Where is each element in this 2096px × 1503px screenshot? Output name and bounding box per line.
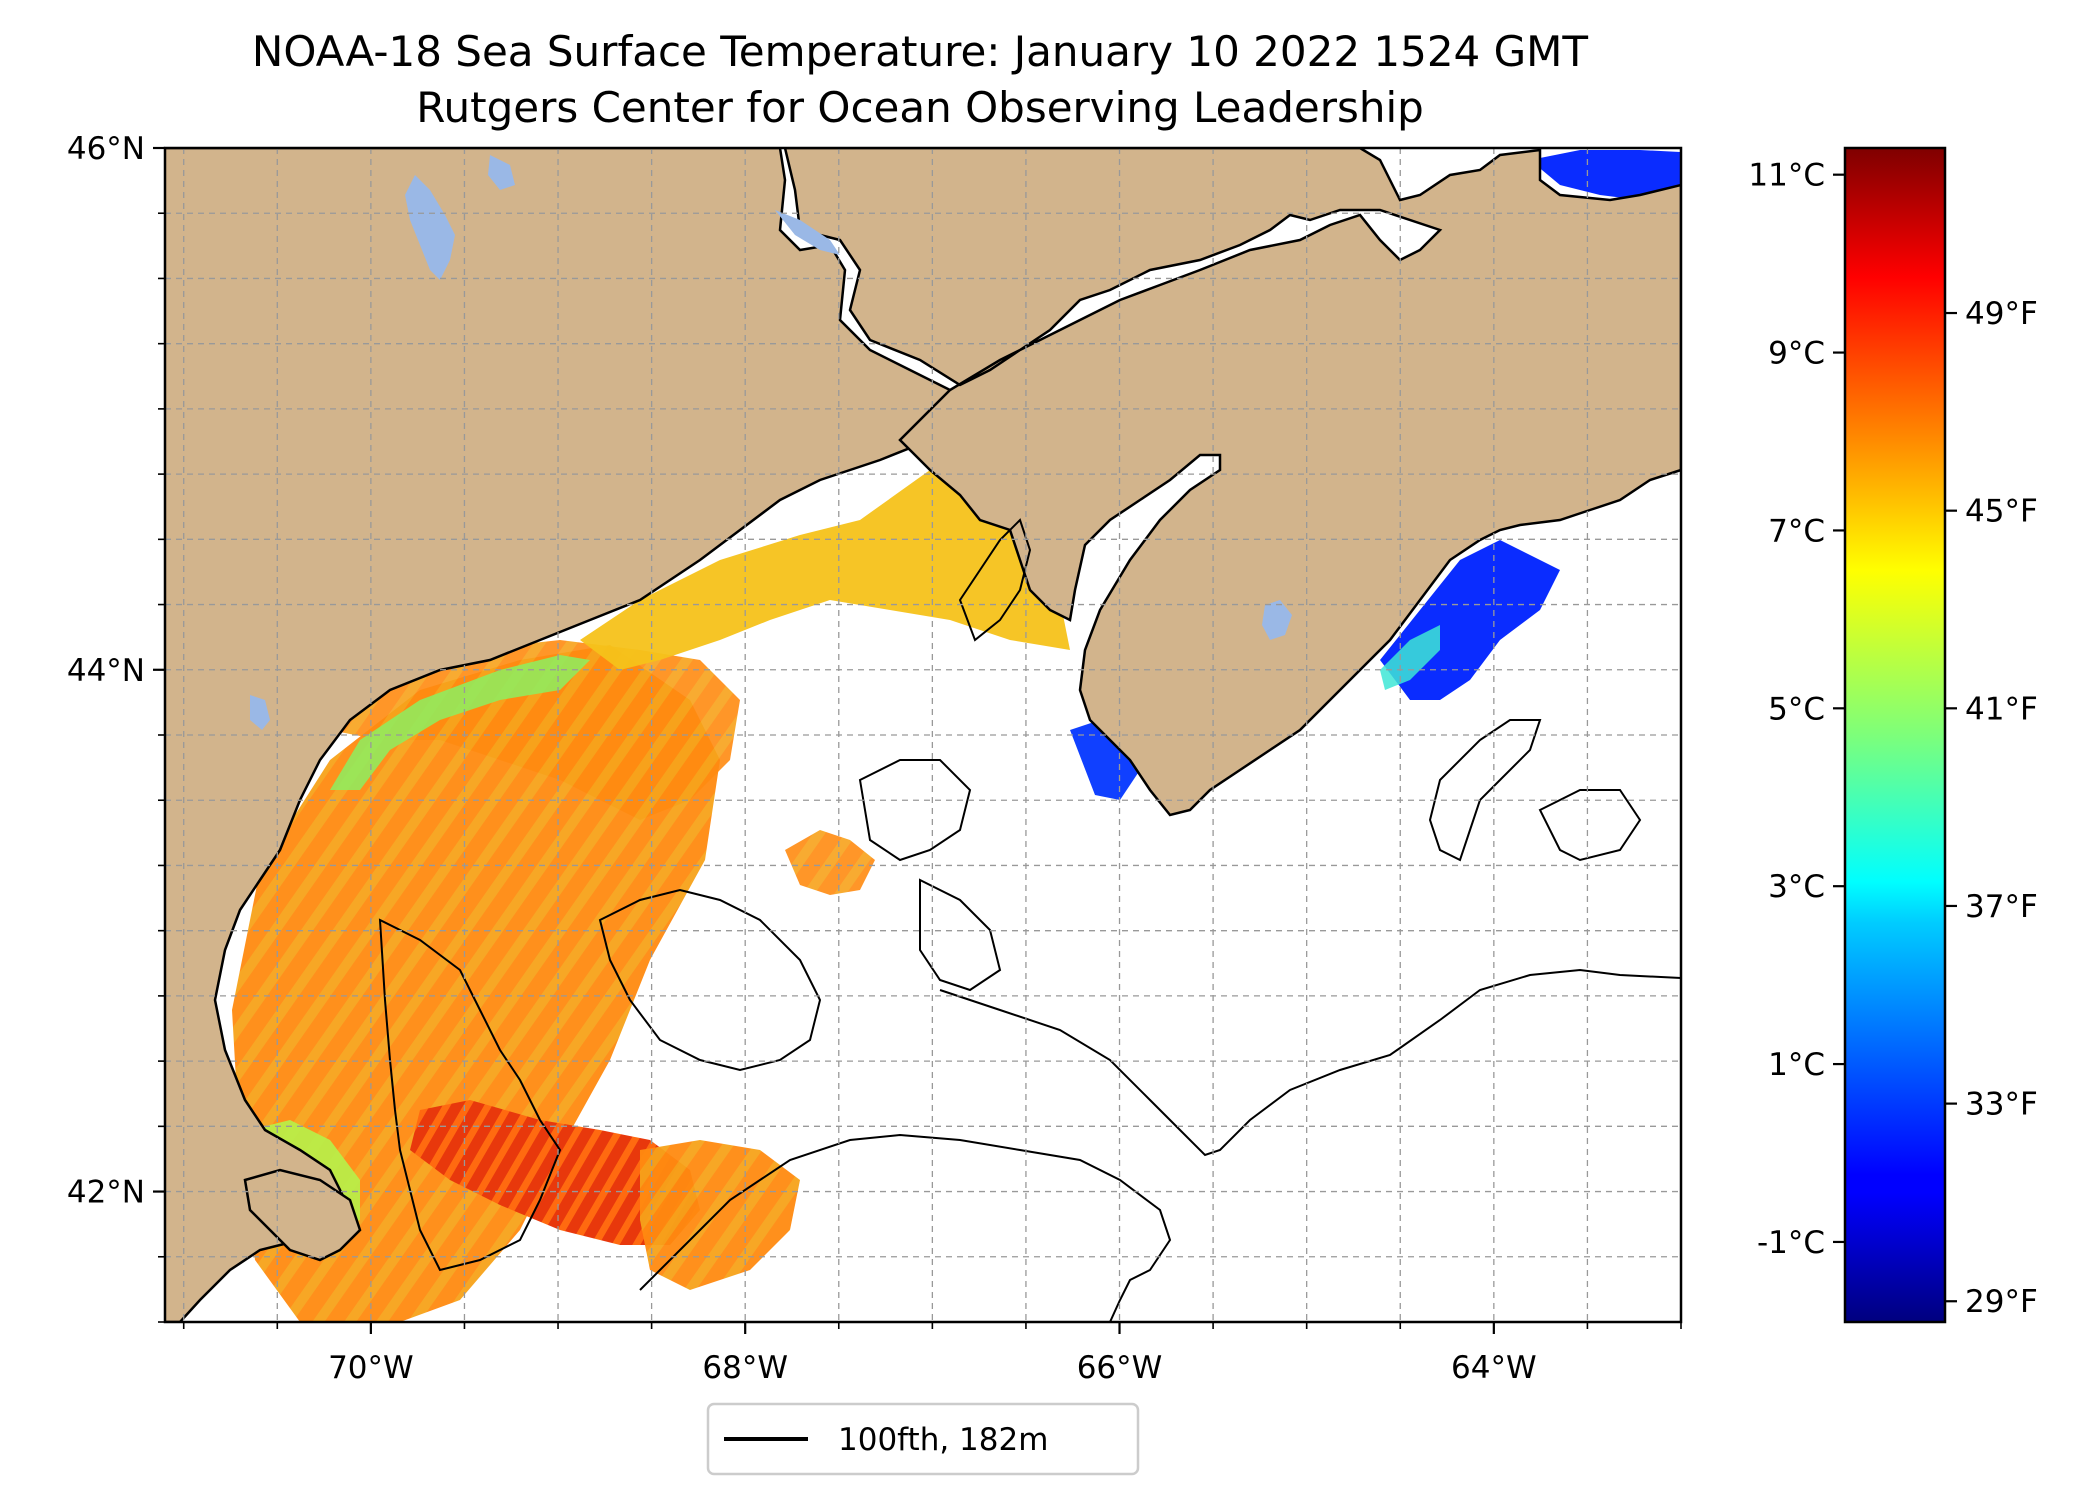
colorbar-label-fahrenheit: 49°F <box>1965 296 2038 332</box>
sst-patch-coast-green <box>330 655 590 790</box>
isobath-georges-bank <box>639 1133 1172 1322</box>
isobath-gulf-maine-west <box>378 918 562 1272</box>
lake-chamberlain-north <box>488 155 515 190</box>
legend-box <box>706 1402 1140 1476</box>
colorbar-label-fahrenheit: 33°F <box>1965 1087 2038 1123</box>
isobath-layer <box>378 518 1681 1322</box>
lon-tick-label: 70°W <box>328 1350 414 1386</box>
isobath-scotian-shelf-1 <box>1428 719 1542 862</box>
lon-tick-label: 68°W <box>702 1350 788 1386</box>
colorbar-ticks: 11°C 9°C 7°C 5°C 3°C 1°C -1°C 49°F 45°F 41°F 37°F 3… <box>1748 158 2037 1321</box>
colorbar-label-celsius: 3°C <box>1768 869 1825 905</box>
sst-patch-southwest-orange <box>232 645 720 1322</box>
lon-tick-label: 66°W <box>1077 1350 1163 1386</box>
colorbar-label-celsius: 9°C <box>1768 336 1825 372</box>
sst-patch-nova-scotia-cyan <box>1380 625 1440 690</box>
isobath-crowell-basin <box>919 878 1002 992</box>
isobath-legend: 100fth, 182m <box>706 1402 1140 1476</box>
sst-patch-south-orange <box>640 1140 800 1290</box>
colorbar-label-fahrenheit: 45°F <box>1965 494 2038 530</box>
colorbar-label-celsius: -1°C <box>1757 1225 1825 1261</box>
land-cape-cod <box>243 1168 362 1262</box>
map-subtitle: Rutgers Center for Ocean Observing Leade… <box>416 83 1424 132</box>
longitude-tick-labels: 70°W 68°W 66°W 64°W <box>328 1350 1537 1386</box>
latitude-tick-labels: 46°N 44°N 42°N <box>67 131 145 1211</box>
isobath-gulf-maine-basin <box>598 888 822 1072</box>
colorbar-label-celsius: 5°C <box>1768 691 1825 727</box>
lake-moosehead <box>405 175 455 280</box>
lat-tick-label: 46°N <box>67 131 145 167</box>
colorbar-frame <box>1843 146 1947 1324</box>
legend-label: 100fth, 182m <box>838 1422 1048 1458</box>
land-layer <box>165 148 1681 1322</box>
sst-patch-red-core <box>410 1100 700 1245</box>
map-title: NOAA-18 Sea Surface Temperature: January… <box>252 27 1589 76</box>
map-axis-ticks <box>153 146 1682 1334</box>
isobath-northeast-channel <box>939 968 1681 1157</box>
lake-rossignol <box>1262 600 1292 640</box>
colorbar-label-celsius: 1°C <box>1768 1047 1825 1083</box>
colorbar-gradient <box>1845 148 1945 1322</box>
colorbar-label-fahrenheit: 29°F <box>1965 1284 2038 1320</box>
lake-grand <box>775 210 840 255</box>
colorbar: 11°C 9°C 7°C 5°C 3°C 1°C -1°C 49°F 45°F 41°F 37°F 3… <box>1748 146 2038 1324</box>
land-canada-north <box>783 148 1681 817</box>
gridlines <box>165 148 1681 1322</box>
colorbar-label-fahrenheit: 41°F <box>1965 691 2038 727</box>
isobath-fundy-channel <box>958 518 1032 642</box>
isobath-jordan-basin <box>858 759 972 862</box>
sst-patch-georges-orange <box>785 830 875 895</box>
lon-tick-label: 64°W <box>1451 1350 1537 1386</box>
isobath-scotian-shelf-2 <box>1538 789 1642 862</box>
lake-sebago <box>250 695 270 730</box>
colorbar-label-fahrenheit: 37°F <box>1965 889 2038 925</box>
map-area <box>165 148 1681 1322</box>
colorbar-label-celsius: 7°C <box>1768 513 1825 549</box>
lat-tick-label: 44°N <box>67 653 145 689</box>
colorbar-label-celsius: 11°C <box>1748 158 1825 194</box>
sst-patch-central-orange <box>300 640 740 820</box>
sst-patch-northeast-blue <box>1530 150 1680 200</box>
lake-layer <box>250 155 1292 730</box>
lat-tick-label: 42°N <box>67 1175 145 1211</box>
